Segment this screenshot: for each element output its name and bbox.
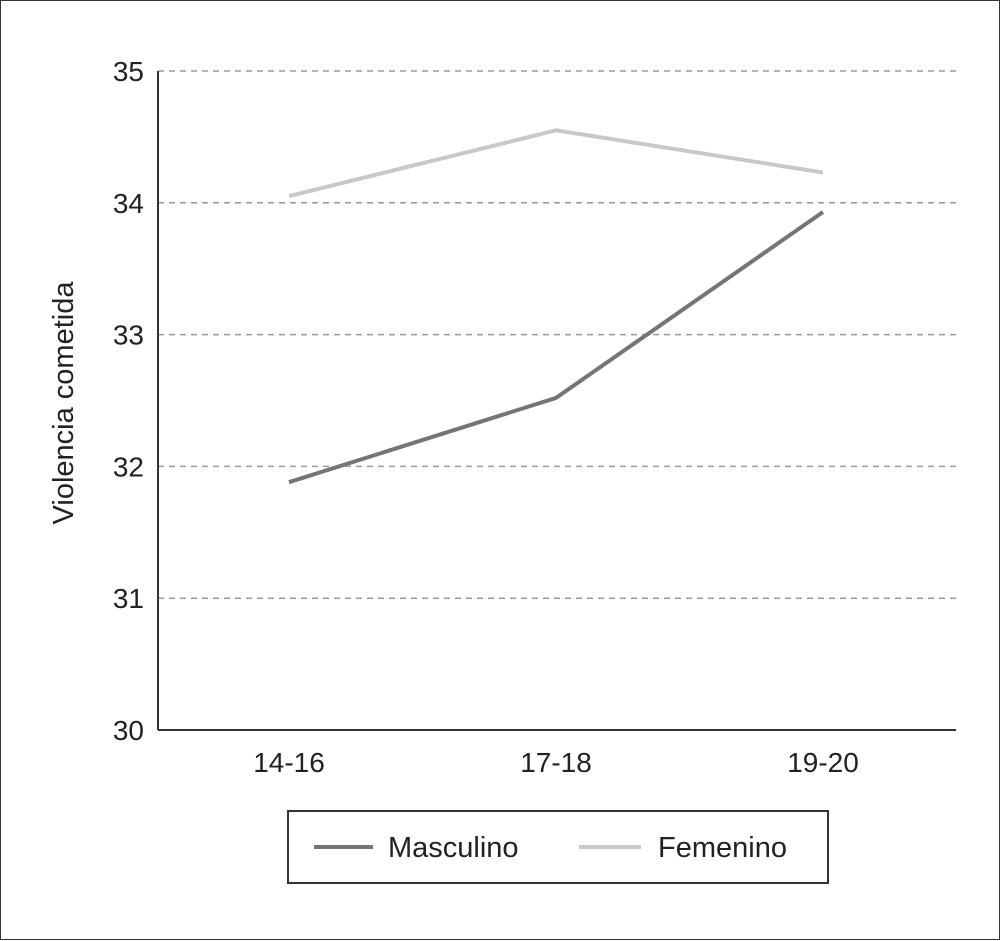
y-tick-label: 34 — [113, 188, 144, 219]
y-tick-label: 35 — [113, 56, 144, 87]
y-tick-labels: 30 31 32 33 34 35 — [113, 56, 144, 746]
axes — [157, 71, 956, 731]
y-tick-label: 32 — [113, 451, 144, 482]
legend-label: Masculino — [388, 832, 519, 864]
x-tick-label: 14-16 — [253, 747, 325, 778]
series-lines — [288, 128, 825, 485]
x-tick-label: 17-18 — [520, 747, 592, 778]
series-line-femenino — [288, 128, 824, 199]
legend: Masculino Femenino — [287, 810, 829, 884]
legend-label: Femenino — [658, 832, 787, 864]
x-tick-label: 19-20 — [787, 747, 859, 778]
y-tick-label: 31 — [113, 583, 144, 614]
y-tick-label: 33 — [113, 320, 144, 351]
y-axis-title: Violencia cometida — [48, 281, 80, 525]
gridlines — [158, 70, 956, 599]
legend-box — [287, 810, 829, 884]
y-tick-label: 30 — [113, 715, 144, 746]
x-tick-labels: 14-16 17-18 19-20 — [253, 747, 859, 778]
series-line-masculino — [288, 210, 825, 485]
